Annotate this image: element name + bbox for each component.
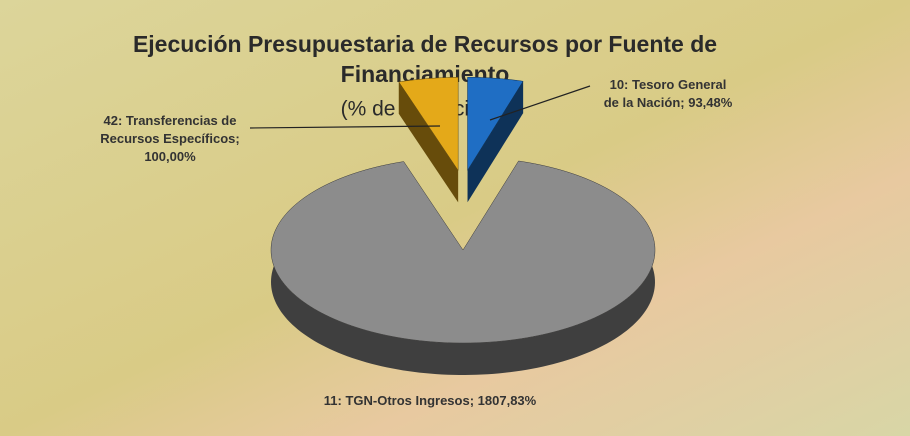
chart-title: Ejecución Presupuestaria de Recursos por… — [133, 31, 717, 87]
slice — [467, 77, 524, 172]
data-label: 42: Transferencias de Recursos Específico… — [100, 113, 239, 164]
leader-line — [489, 85, 591, 121]
label-name: Recursos Específicos; — [100, 131, 239, 146]
label-value: 1807,83% — [478, 393, 537, 408]
slice — [398, 77, 459, 172]
label-value: 93,48% — [688, 95, 733, 110]
labels: 10: Tesoro General de la Nación; 93,48% 11… — [100, 77, 732, 408]
slice-wall — [398, 81, 459, 203]
slice — [270, 160, 656, 344]
label-name: de la Nación; — [604, 95, 689, 110]
label-name: 10: Tesoro General — [610, 77, 727, 92]
leader-line — [249, 125, 441, 129]
title-line: Ejecución Presupuestaria de Recursos por… — [133, 31, 717, 57]
data-label: 10: Tesoro General de la Nación; 93,48% — [604, 77, 733, 110]
slice-wall — [467, 81, 524, 203]
label-name: 11: TGN-Otros Ingresos; — [324, 393, 478, 408]
pie — [270, 77, 656, 375]
label-name: 42: Transferencias de — [104, 113, 237, 128]
data-label: 11: TGN-Otros Ingresos; 1807,83% — [324, 393, 537, 408]
label-value: 100,00% — [144, 149, 196, 164]
